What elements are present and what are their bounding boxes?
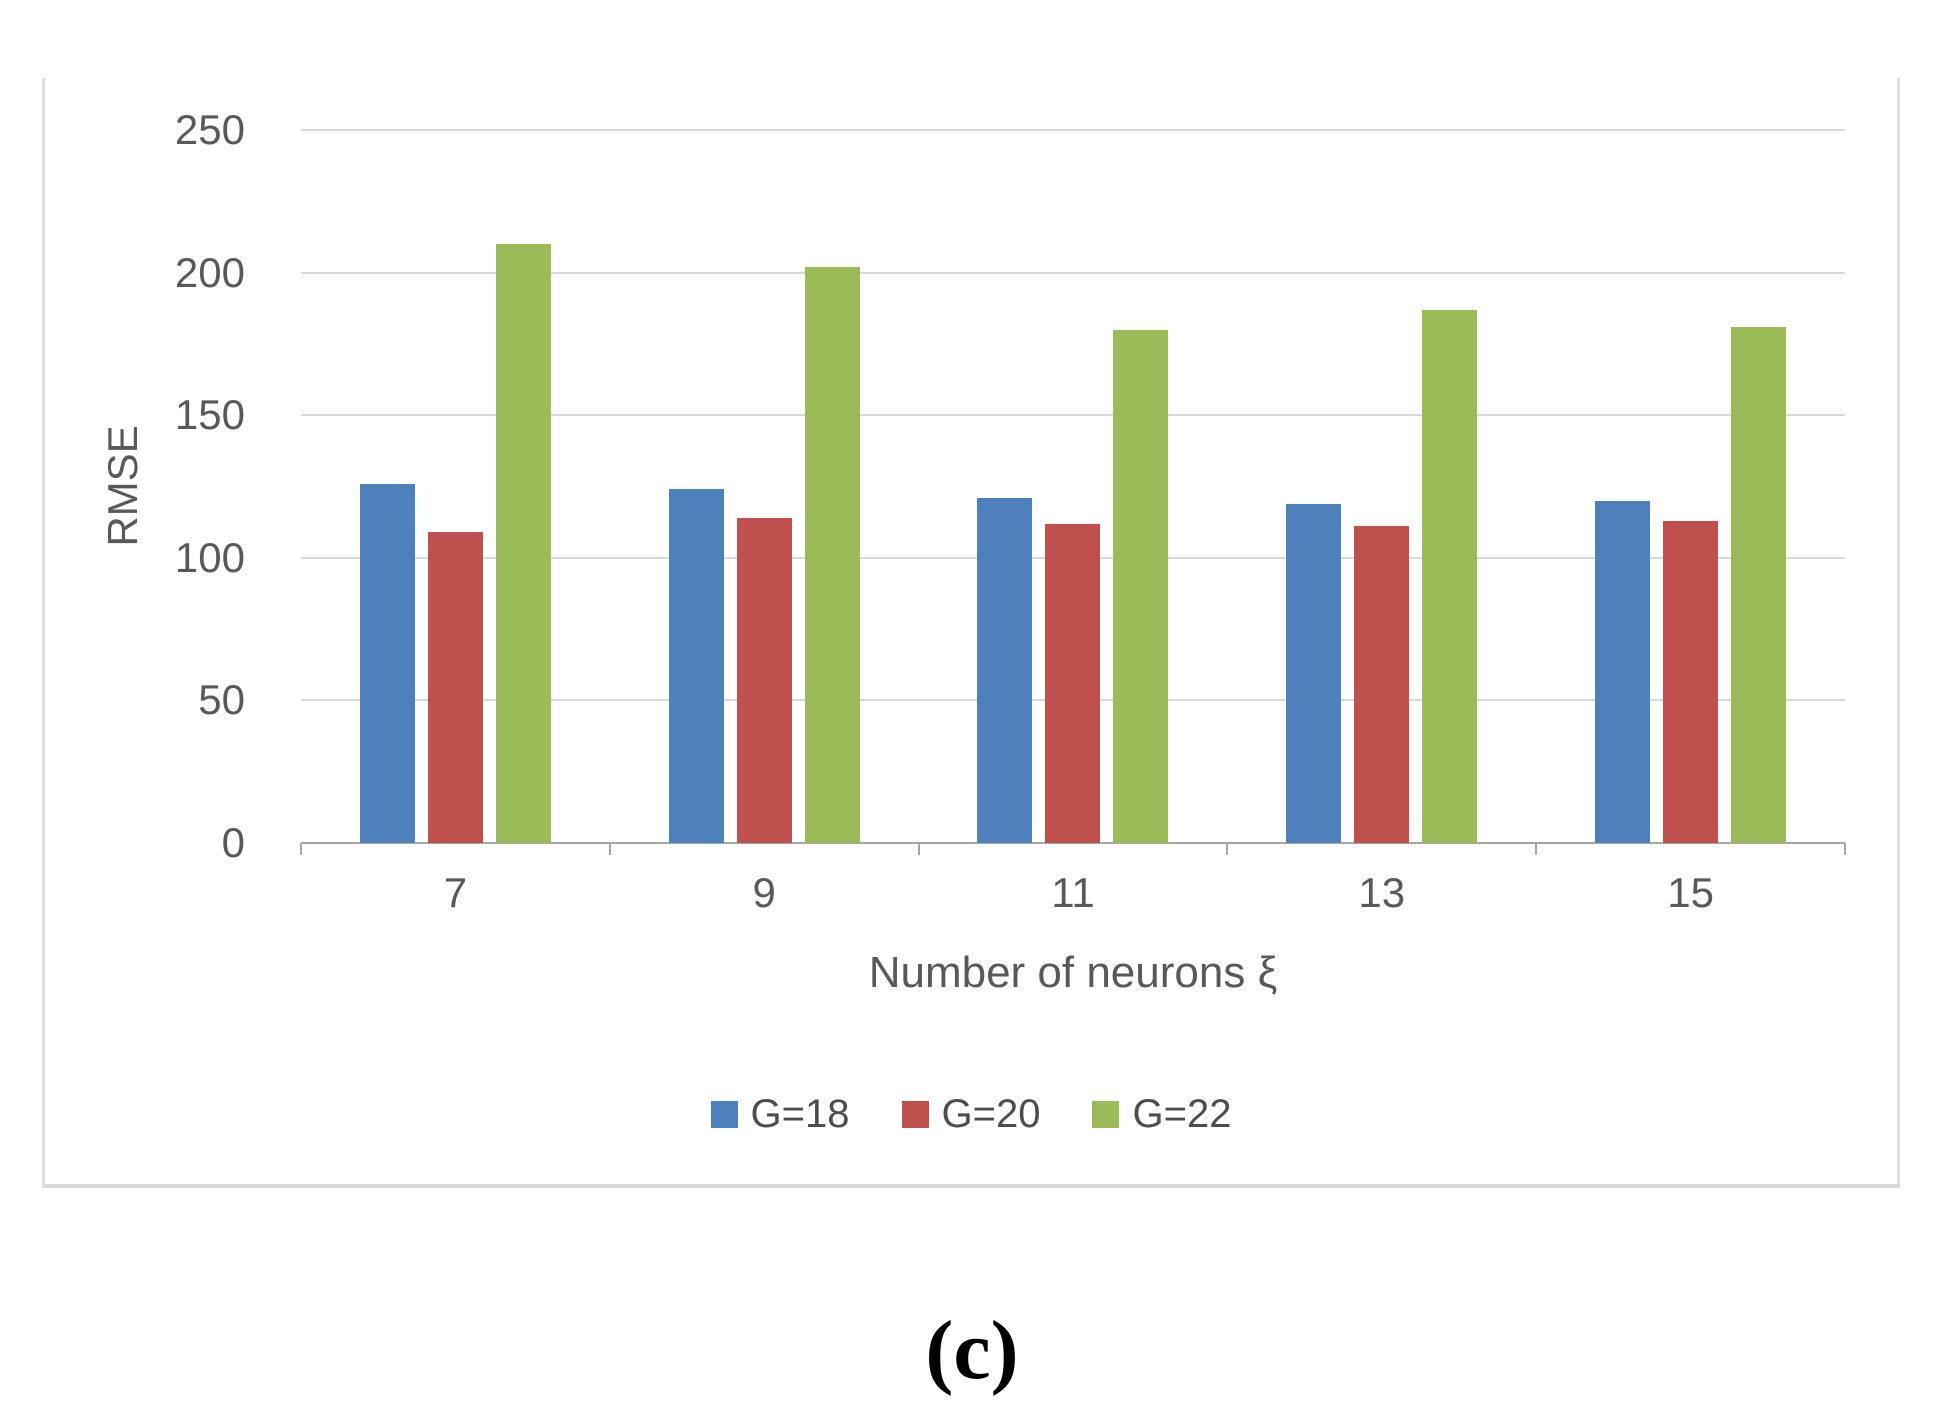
y-tick-label: 250 — [174, 106, 245, 153]
bar-G=22-x13 — [1422, 309, 1478, 843]
bar-group-13 — [1227, 130, 1536, 843]
legend-swatch-icon — [710, 1100, 738, 1128]
bar-G=18-x11 — [977, 497, 1033, 843]
bar-G=18-x13 — [1286, 503, 1342, 843]
legend-item-G=18: G=18 — [710, 1091, 850, 1137]
bar-group-7 — [301, 130, 610, 843]
legend-item-G=20: G=20 — [901, 1091, 1041, 1137]
bar-group-9 — [610, 130, 919, 843]
bar-G=20-x13 — [1354, 526, 1410, 843]
legend-item-G=22: G=22 — [1092, 1092, 1231, 1137]
legend-label: G=20 — [941, 1091, 1041, 1136]
x-axis-tick — [1226, 843, 1229, 855]
bar-G=20-x7 — [427, 532, 483, 843]
bar-G=18-x15 — [1595, 500, 1651, 843]
plot-area: 250 200 150 100 50 0 7 9 11 13 15 — [175, 106, 1846, 916]
y-axis-title: RMSE — [99, 425, 146, 547]
legend-swatch-icon — [1092, 1100, 1120, 1128]
x-tick-label: 15 — [1667, 869, 1714, 916]
x-axis-tick — [1844, 843, 1846, 855]
y-tick-label: 200 — [174, 248, 245, 296]
bar-group-15 — [1536, 130, 1845, 843]
legend-label: G=22 — [1132, 1091, 1232, 1136]
x-axis-line — [301, 842, 1845, 844]
bar-G=22-x15 — [1731, 326, 1787, 843]
bar-G=20-x9 — [736, 517, 792, 843]
gridline — [301, 271, 1845, 274]
bar-G=22-x11 — [1113, 329, 1169, 843]
x-tick-label: 9 — [752, 869, 776, 916]
bar-G=22-x7 — [495, 244, 551, 843]
x-axis-tick — [300, 843, 302, 855]
legend-label: G=18 — [750, 1091, 850, 1136]
chart-panel: 250 200 150 100 50 0 7 9 11 13 15 RMSE Number of n… — [42, 78, 1900, 1188]
bar-G=22-x9 — [804, 266, 860, 843]
bar-G=20-x15 — [1663, 520, 1719, 843]
legend-swatch-icon — [901, 1100, 929, 1128]
bar-G=20-x11 — [1045, 523, 1101, 843]
bar-G=18-x9 — [668, 489, 724, 843]
bar-group-11 — [919, 130, 1228, 843]
y-tick-label: 150 — [174, 391, 245, 439]
x-axis-tick — [608, 843, 611, 855]
y-tick-label: 0 — [221, 819, 245, 866]
x-tick-label: 7 — [443, 869, 468, 916]
x-axis-tick — [917, 843, 920, 855]
gridline — [301, 129, 1845, 131]
subfigure-caption: (c) — [925, 1304, 1019, 1397]
bar-G=18-x7 — [359, 483, 415, 843]
x-axis-tick — [1535, 843, 1538, 855]
x-axis-title: Number of neurons ξ — [868, 948, 1278, 997]
y-tick-label: 50 — [198, 676, 245, 724]
x-tick-label: 13 — [1358, 869, 1406, 916]
y-tick-label: 100 — [174, 533, 245, 581]
x-tick-label: 11 — [1051, 869, 1095, 916]
gridline — [301, 414, 1845, 417]
legend: G=18 G=20 G=22 — [45, 1086, 1897, 1142]
